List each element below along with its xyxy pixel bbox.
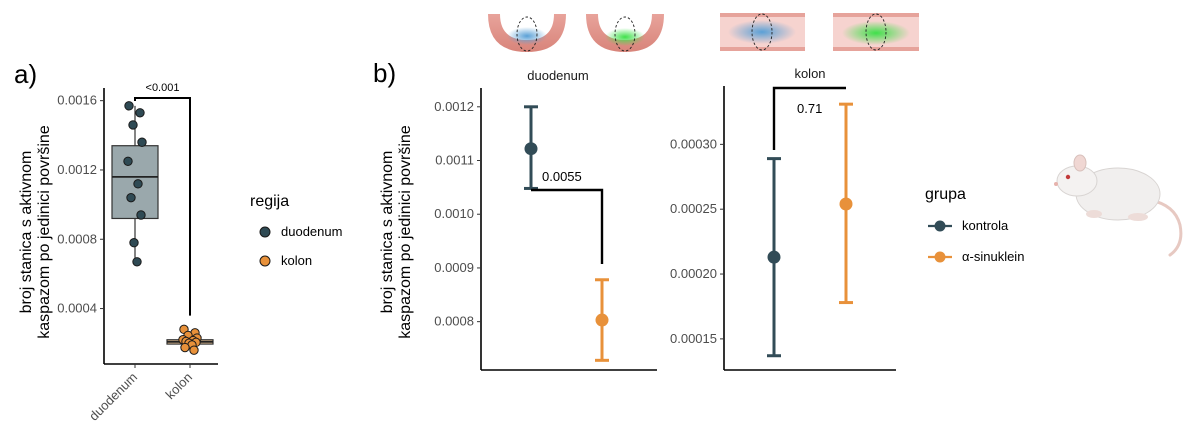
panel-a-letter: a): [14, 59, 37, 89]
kolon-section-green-illustration: [833, 13, 919, 51]
facet-ytick-label: 0.00030: [670, 136, 717, 151]
panel-b-ylabel-line1: broj stanica s aktivnom: [379, 151, 396, 314]
facet-pvalue: 0.71: [797, 101, 822, 116]
data-point-kolon: [189, 345, 199, 355]
panel-a-significance-bracket: [134, 97, 191, 316]
duodenum-section-green-illustration: [586, 14, 664, 52]
panel-b-ylabel-line2: kaspazom po jedinici površine: [397, 125, 414, 339]
panel-a-xtick-label: kolon: [163, 370, 196, 403]
mean-point-asinuklein: [839, 197, 853, 211]
facet-ytick-label: 0.0011: [435, 153, 474, 168]
rat-illustration: [1054, 154, 1183, 257]
panel-a-ylabel-line2: kaspazom po jedinici površine: [36, 125, 53, 339]
panel-b-duodenum-plot: 0.0008 0.0009 0.0010 0.0011 0.0012 0.0055: [434, 88, 657, 371]
facet-ytick-label: 0.0010: [434, 206, 474, 221]
legend-asinuklein-marker: [934, 251, 946, 263]
panel-a-ylabel-line1: broj stanica s aktivnom: [18, 151, 35, 314]
mean-point-kontrola: [767, 250, 781, 264]
facet-significance-bracket: [772, 86, 846, 150]
legend-duodenum-marker: [259, 226, 271, 238]
data-point-duodenum: [129, 238, 139, 248]
data-point-kolon: [180, 342, 190, 353]
facet-ytick-label: 0.0009: [434, 260, 474, 275]
facet-significance-bracket: [531, 188, 604, 264]
mean-point-asinuklein: [595, 313, 609, 327]
data-point-duodenum: [133, 179, 143, 189]
facet-label-kolon: kolon: [794, 66, 825, 81]
panel-b-legend-title: grupa: [925, 186, 966, 203]
facet-ytick-label: 0.00015: [670, 331, 717, 346]
facet-ytick-label: 0.0008: [434, 314, 474, 329]
facet-ytick-label: 0.0012: [434, 99, 474, 114]
data-point-duodenum: [136, 210, 146, 220]
legend-kontrola-marker: [934, 220, 946, 232]
legend-kontrola-label: kontrola: [962, 218, 1009, 233]
data-point-duodenum: [126, 192, 136, 203]
panel-a-ytick-label: 0.0004: [57, 301, 97, 316]
legend-kolon-label: kolon: [281, 253, 312, 268]
data-point-duodenum: [135, 108, 145, 118]
panel-a-ytick-label: 0.0016: [57, 93, 97, 108]
data-point-duodenum: [124, 101, 134, 111]
facet-ytick-label: 0.00020: [670, 266, 717, 281]
facet-ytick-label: 0.00025: [670, 201, 717, 216]
data-point-duodenum: [132, 257, 142, 267]
panel-b-kolon-plot: 0.00015 0.00020 0.00025 0.00030 0.71: [670, 86, 896, 371]
legend-kolon-marker: [259, 255, 271, 267]
kolon-section-blue-illustration: [720, 13, 805, 51]
panel-a-pvalue: <0.001: [146, 82, 180, 94]
legend-asinuklein-label: α-sinuklein: [962, 249, 1024, 264]
duodenum-section-blue-illustration: [488, 14, 566, 52]
data-point-duodenum: [137, 137, 147, 147]
panel-a-boxplot: 0.0004 0.0008 0.0012 0.0016 duodenum kolon <0.…: [57, 82, 218, 424]
panel-a-ytick-label: 0.0012: [57, 162, 97, 177]
facet-pvalue: 0.0055: [542, 169, 582, 184]
panel-a-legend-title: regija: [250, 193, 289, 210]
data-point-duodenum: [123, 156, 133, 166]
mean-point-kontrola: [524, 142, 538, 156]
panel-a-ytick-label: 0.0008: [57, 231, 97, 246]
panel-a-xtick-label: duodenum: [86, 370, 140, 424]
facet-label-duodenum: duodenum: [527, 68, 588, 83]
legend-duodenum-label: duodenum: [281, 224, 342, 239]
panel-b-letter: b): [373, 58, 396, 88]
data-point-duodenum: [128, 120, 138, 130]
